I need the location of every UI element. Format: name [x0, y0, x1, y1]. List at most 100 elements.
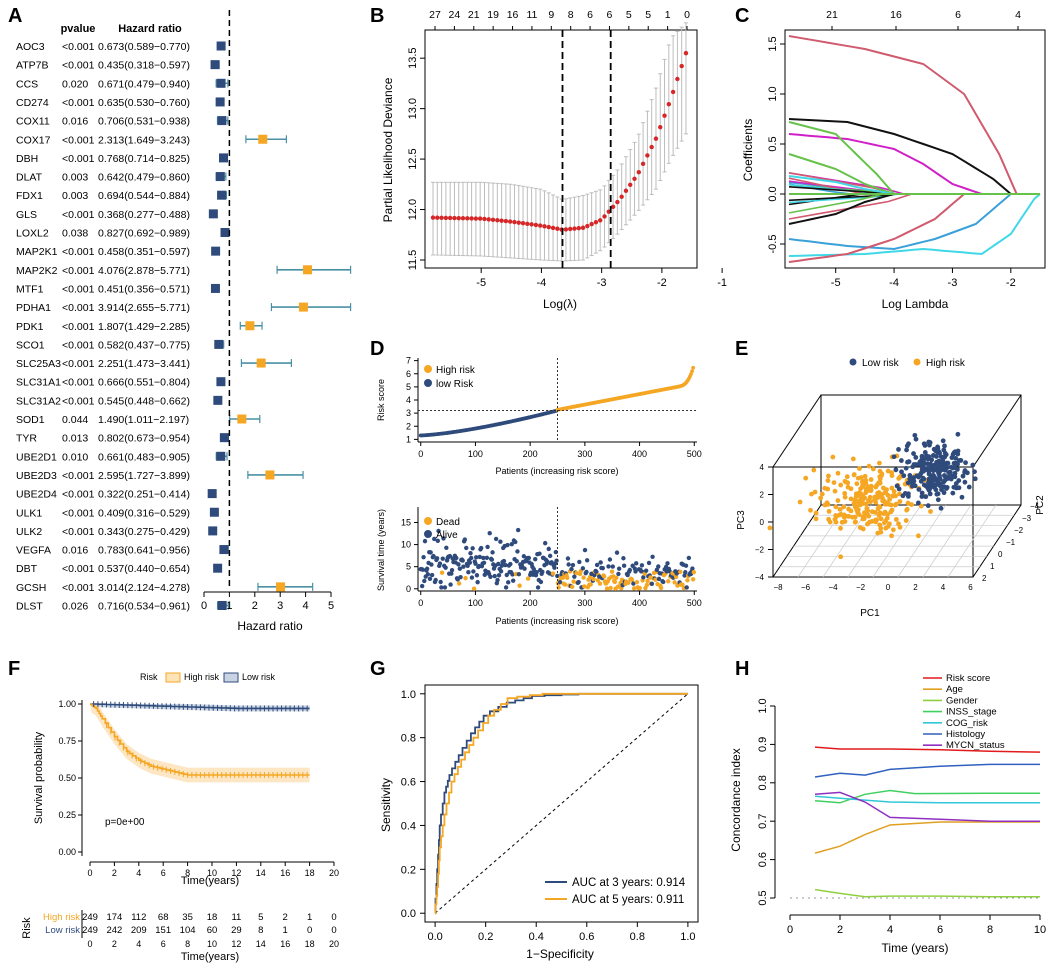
- top-tick-label: 5: [645, 9, 651, 21]
- floor-grid: [922, 504, 972, 578]
- pca-point-low: [923, 494, 929, 500]
- legend-swatch-high: [913, 358, 921, 366]
- legend-label: COG_risk: [946, 718, 988, 729]
- plot-frame: [784, 29, 1046, 269]
- hr-point: [256, 358, 266, 368]
- survival-point: [419, 583, 425, 589]
- pca-point-high: [885, 500, 890, 506]
- coef-path: [788, 121, 1040, 195]
- deviance-point: [658, 124, 663, 130]
- hr-label: 1.807(1.429−2.285): [98, 321, 190, 333]
- x-tick-label: 0: [201, 600, 207, 612]
- pca-point-high: [863, 501, 869, 507]
- floor-grid: [897, 504, 947, 578]
- y-axis-title: PC2: [1035, 495, 1046, 515]
- table-cell: 112: [131, 912, 146, 923]
- survival-point: [649, 581, 655, 586]
- pca-point-low: [972, 476, 978, 482]
- pca-point-low: [937, 476, 943, 482]
- survival-point: [467, 560, 473, 565]
- survival-point: [646, 560, 652, 566]
- hr-label: 0.768(0.714−0.825): [98, 153, 190, 165]
- hr-point: [216, 78, 226, 88]
- panel-label-c: C: [735, 5, 749, 27]
- hr-point: [215, 172, 225, 182]
- deviance-point: [486, 217, 491, 222]
- legend-label-low: low Risk: [436, 379, 474, 390]
- survival-point: [645, 578, 650, 584]
- deviance-point: [495, 218, 500, 223]
- pca-point-low: [941, 490, 947, 496]
- survival-point: [600, 565, 605, 571]
- survival-point: [464, 545, 469, 551]
- table-cell: 174: [106, 912, 122, 923]
- y-tick-label: 1.0: [757, 698, 769, 713]
- pca-point-high: [855, 475, 861, 481]
- survival-point: [526, 555, 532, 561]
- survival-point: [582, 547, 588, 553]
- hr-point: [217, 601, 227, 610]
- pvalue-label: <0.001: [62, 97, 95, 109]
- legend-title: Risk: [140, 672, 158, 682]
- top-tick-label: 5: [626, 9, 632, 21]
- table-cell: 0: [307, 925, 312, 936]
- legend-swatch-high: [165, 672, 181, 683]
- pca-point-high: [889, 533, 894, 539]
- panel-label-g: G: [370, 658, 386, 680]
- pca-point-high: [853, 491, 859, 497]
- survival-point: [474, 573, 480, 578]
- survival-point: [565, 575, 570, 580]
- pca-point-high: [881, 511, 887, 516]
- pca-point-low: [956, 478, 962, 483]
- pca-point-high: [888, 509, 894, 515]
- legend-label: Age: [946, 684, 963, 695]
- survival-point: [643, 568, 649, 573]
- hr-label: 0.666(0.551−0.804): [98, 377, 190, 389]
- pca-point-high: [873, 484, 879, 490]
- survival-point: [621, 563, 627, 568]
- pca-point-low: [933, 482, 939, 488]
- top-tick-label: 6: [587, 9, 593, 21]
- hr-point: [219, 153, 229, 163]
- gene-label: UBE2D1: [16, 451, 57, 463]
- hr-point: [220, 228, 230, 237]
- legend-label-low: Low risk: [862, 358, 900, 369]
- deviance-point: [430, 215, 436, 220]
- deviance-point: [452, 215, 457, 221]
- deviance-point: [653, 136, 659, 141]
- y-tick-label: −4: [1030, 502, 1040, 511]
- top-tick-label: 0: [684, 9, 690, 21]
- survival-point: [604, 586, 610, 591]
- survival-point: [535, 585, 541, 590]
- survival-point: [594, 569, 599, 575]
- pca-point-low: [911, 478, 917, 484]
- survival-point: [475, 579, 480, 585]
- deviance-point: [469, 216, 474, 221]
- survival-point: [650, 554, 655, 560]
- y-tick-label: 1.0: [767, 86, 779, 101]
- pca-point-low: [963, 460, 968, 466]
- pca-point-high: [875, 506, 881, 512]
- y-axis-title: Coefficients: [741, 119, 755, 181]
- survival-point: [440, 556, 445, 561]
- pca-point-high: [822, 502, 828, 508]
- survival-point: [680, 582, 685, 587]
- y-tick-label: 12.5: [407, 148, 419, 169]
- hr-point: [258, 134, 268, 144]
- x-tick-label: 1.0: [680, 931, 695, 943]
- coef-path: [788, 35, 1040, 195]
- survival-point: [425, 572, 431, 577]
- x-tick-label: 4: [303, 600, 309, 612]
- y-tick-label: 0.5: [767, 136, 779, 151]
- hr-point: [298, 302, 308, 312]
- survival-point: [690, 577, 696, 582]
- x-tick-label: 100: [468, 598, 483, 608]
- legend-swatch-low: [849, 358, 857, 366]
- pca-point-low: [913, 455, 919, 460]
- hr-label: 2.595(1.727−3.899): [98, 470, 190, 482]
- pca-point-high: [838, 482, 844, 488]
- pvalue-label: <0.001: [62, 153, 95, 165]
- survival-point: [444, 545, 449, 550]
- pca-point-high: [859, 479, 865, 485]
